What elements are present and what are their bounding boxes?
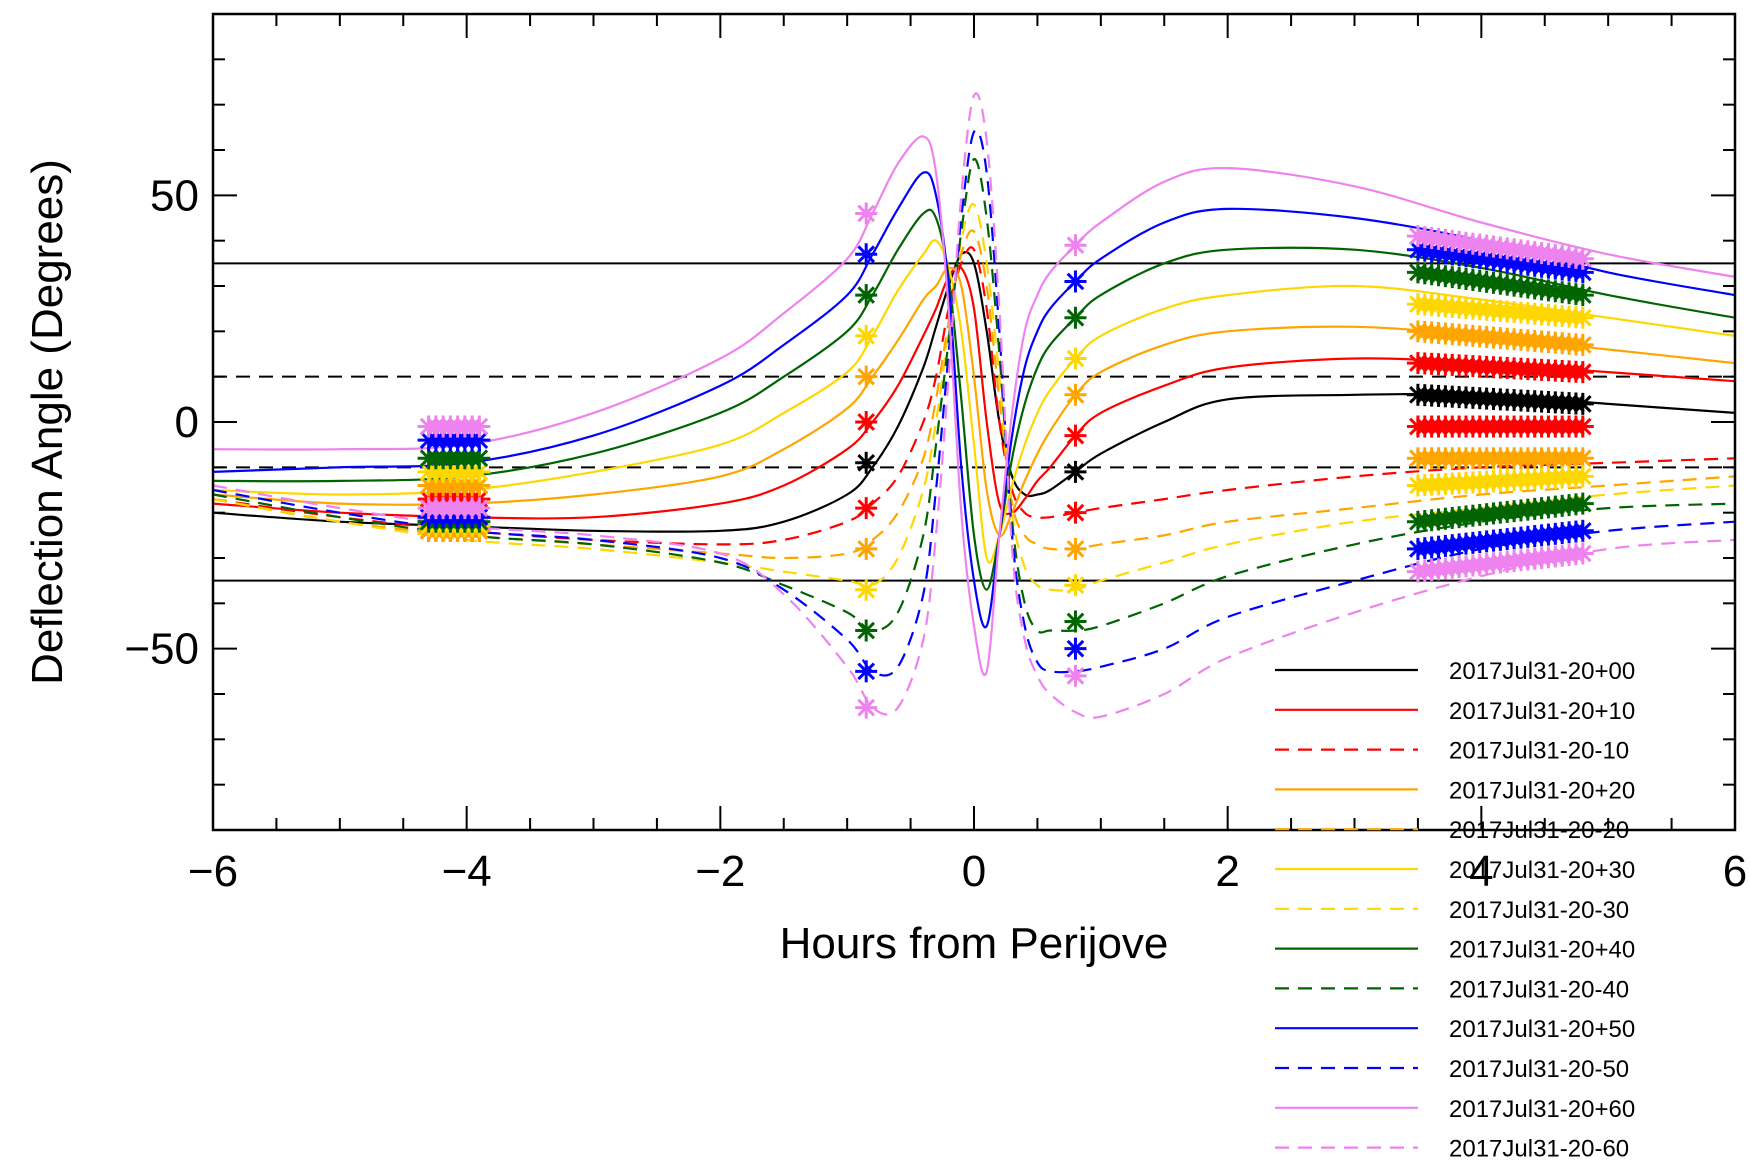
marker-band-1-series-10 xyxy=(1406,519,1594,560)
series-line-12 xyxy=(213,92,1735,719)
marker-group-0-series-6 xyxy=(855,578,878,601)
marker-group-0-series-8 xyxy=(855,619,878,642)
marker-group-1-series-1 xyxy=(1064,424,1087,447)
marker-band-1-series-2 xyxy=(1406,415,1594,438)
marker-group-1-series-7 xyxy=(1064,306,1087,329)
series-line-10 xyxy=(213,129,1735,677)
marker-band-1-series-6 xyxy=(1406,465,1594,497)
marker-group-1-series-6 xyxy=(1064,574,1087,597)
legend-label-4: 2017Jul31-20-20 xyxy=(1449,817,1629,844)
legend-label-2: 2017Jul31-20-10 xyxy=(1449,738,1629,765)
marker-band-1-series-0 xyxy=(1406,383,1594,415)
series-line-8 xyxy=(213,157,1735,634)
x-tick-label: −2 xyxy=(695,847,745,896)
series-line-6 xyxy=(213,202,1735,592)
y-tick-label: −50 xyxy=(124,625,199,674)
marker-band-0-series-11 xyxy=(417,415,491,438)
marker-group-0-series-12 xyxy=(855,696,878,719)
legend-label-6: 2017Jul31-20-30 xyxy=(1449,897,1629,924)
marker-band-0-series-12 xyxy=(417,497,491,520)
marker-group-0-series-10 xyxy=(855,660,878,683)
legend-label-10: 2017Jul31-20-50 xyxy=(1449,1056,1629,1083)
marker-group-1-series-5 xyxy=(1064,347,1087,370)
x-tick-label: 0 xyxy=(962,847,986,896)
series-line-1 xyxy=(213,265,1735,520)
marker-group-0-series-5 xyxy=(855,324,878,347)
x-tick-label: 2 xyxy=(1215,847,1239,896)
legend: 2017Jul31-20+00 2017Jul31-20+10 2017Jul31-… xyxy=(1275,658,1635,1163)
marker-group-0-series-7 xyxy=(855,284,878,307)
marker-group-1-series-2 xyxy=(1064,501,1087,524)
x-tick-label: −6 xyxy=(188,847,238,896)
marker-group-0-series-2 xyxy=(855,497,878,520)
marker-band-1-series-4 xyxy=(1406,447,1594,470)
legend-label-12: 2017Jul31-20-60 xyxy=(1449,1136,1629,1163)
series-line-7 xyxy=(213,208,1735,591)
marker-group-0-series-3 xyxy=(855,365,878,388)
marker-band-1-series-7 xyxy=(1406,261,1594,307)
marker-band-0-series-7 xyxy=(417,447,491,470)
marker-band-1-series-5 xyxy=(1406,293,1594,329)
legend-label-9: 2017Jul31-20+50 xyxy=(1449,1016,1635,1043)
marker-band-1-series-11 xyxy=(1406,225,1594,270)
marker-group-0-series-1 xyxy=(855,411,878,433)
series-line-5 xyxy=(213,239,1735,564)
x-axis-title: Hours from Perijove xyxy=(780,919,1169,968)
marker-group-1-series-0 xyxy=(1064,460,1087,483)
legend-label-0: 2017Jul31-20+00 xyxy=(1449,658,1635,685)
series-line-3 xyxy=(213,266,1735,537)
marker-group-1-series-10 xyxy=(1064,637,1087,660)
marker-group-1-series-12 xyxy=(1064,664,1087,687)
series-line-2 xyxy=(213,246,1735,546)
plot-area xyxy=(213,92,1735,719)
marker-group-1-series-11 xyxy=(1064,234,1087,257)
y-axis-title: Deflection Angle (Degrees) xyxy=(23,159,72,685)
marker-band-1-series-8 xyxy=(1406,492,1594,533)
legend-label-8: 2017Jul31-20-40 xyxy=(1449,976,1629,1003)
series-line-9 xyxy=(213,171,1735,629)
marker-group-1-series-4 xyxy=(1064,537,1087,560)
legend-label-3: 2017Jul31-20+20 xyxy=(1449,777,1635,804)
marker-group-1-series-9 xyxy=(1064,270,1087,293)
marker-group-0-series-4 xyxy=(855,537,878,560)
axes: −6 −4 −2 0 2 4 6 −50 0 50 xyxy=(124,12,1747,896)
series-line-11 xyxy=(213,135,1735,676)
marker-band-1-series-3 xyxy=(1406,320,1594,356)
series-line-0 xyxy=(213,251,1735,533)
x-tick-label: 4 xyxy=(1469,847,1493,896)
legend-label-7: 2017Jul31-20+40 xyxy=(1449,937,1635,964)
marker-group-0-series-11 xyxy=(855,202,878,225)
legend-label-5: 2017Jul31-20+30 xyxy=(1449,857,1635,884)
y-tick-label: 0 xyxy=(175,398,199,447)
marker-group-1-series-8 xyxy=(1064,610,1087,633)
x-tick-label: 6 xyxy=(1723,847,1747,896)
marker-band-1-series-1 xyxy=(1406,352,1594,384)
marker-band-0-series-3 xyxy=(417,474,491,497)
legend-label-1: 2017Jul31-20+10 xyxy=(1449,698,1635,725)
marker-group-0-series-0 xyxy=(855,451,878,474)
marker-group-1-series-3 xyxy=(1064,383,1087,406)
marker-group-0-series-9 xyxy=(855,243,878,266)
x-tick-label: −4 xyxy=(442,847,492,896)
marker-band-1-series-12 xyxy=(1406,542,1594,583)
y-tick-label: 50 xyxy=(150,171,199,220)
legend-label-11: 2017Jul31-20+60 xyxy=(1449,1096,1635,1123)
